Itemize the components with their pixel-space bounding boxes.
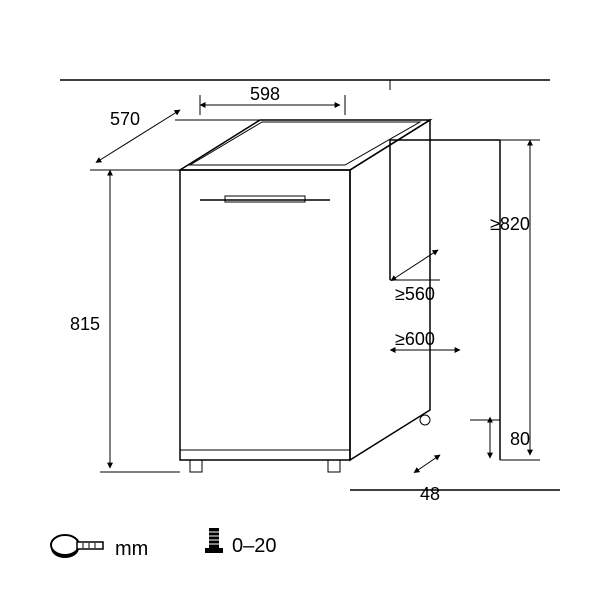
dim-foot-recess-label: 48 (420, 484, 440, 504)
dim-cavity-depth: ≥560 (395, 250, 438, 304)
dim-foot-recess: 48 (418, 455, 440, 504)
dim-height: 815 (70, 175, 180, 472)
dim-depth: 570 (90, 109, 260, 170)
dim-height-label: 815 (70, 314, 100, 334)
dim-cavity-width-label: ≥600 (395, 329, 435, 349)
dim-width: 598 (200, 84, 345, 115)
dim-cavity-height: ≥820 (490, 140, 540, 460)
dim-width-label: 598 (250, 84, 280, 104)
dim-cavity-height-label: ≥820 (490, 214, 530, 234)
appliance-body (180, 120, 430, 472)
legend-foot-adjust: 0–20 (232, 535, 277, 557)
legend: mm 0–20 (51, 528, 277, 560)
dim-cavity-depth-label: ≥560 (395, 284, 435, 304)
legend-unit-label: mm (115, 538, 148, 560)
adjustable-foot-icon (205, 528, 223, 553)
dim-cavity-width: ≥600 (395, 329, 460, 350)
dimension-diagram: 570 598 815 ≥560 ≥600 ≥820 80 48 (0, 0, 600, 600)
dim-depth-label: 570 (110, 109, 140, 129)
countertop (60, 80, 550, 90)
dim-plinth: 80 (490, 422, 530, 458)
dim-plinth-label: 80 (510, 429, 530, 449)
tape-measure-icon (51, 535, 103, 558)
